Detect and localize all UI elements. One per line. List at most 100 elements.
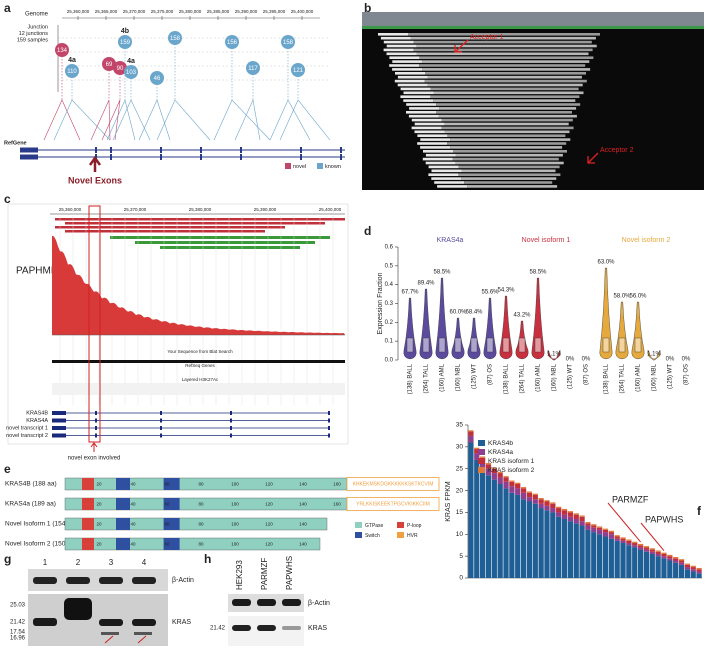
exon-box (300, 154, 302, 160)
box (470, 337, 478, 353)
bar-segment (532, 493, 538, 495)
arrow (90, 442, 98, 452)
bar-segment (474, 449, 480, 454)
bar-segment (597, 526, 603, 528)
domain (82, 478, 94, 490)
violin (647, 349, 661, 361)
residue-label: 20 (96, 522, 102, 527)
bar-segment (649, 553, 655, 578)
soft-clip (437, 185, 468, 188)
bar-segment (468, 442, 474, 578)
domain (163, 538, 180, 550)
label: 25,380,000 (179, 9, 202, 14)
soft-clip (411, 126, 442, 130)
group-title: Novel isoform 2 (622, 237, 671, 244)
soft-clip (417, 134, 448, 137)
box (486, 337, 494, 353)
marker-label: 21.42 (210, 626, 226, 632)
residue-label: 60 (164, 542, 170, 547)
bar-segment (561, 518, 568, 578)
label: 25,375,000 (151, 9, 174, 14)
label: novel exon involved (68, 456, 121, 462)
junction-bubble (168, 31, 182, 45)
bar-segment (532, 494, 538, 500)
junction-arc (53, 99, 111, 141)
igv-header (362, 12, 704, 26)
x-tick-label: (125) WT (568, 364, 574, 389)
percent-label: 55.6% (481, 290, 499, 296)
bar-segment (696, 571, 702, 574)
x-tick-label: (160) AML (536, 363, 542, 391)
box (618, 337, 626, 353)
bar-segment (608, 534, 614, 539)
annotation-arrow (640, 522, 665, 551)
label: 25,390,000 (254, 207, 277, 212)
percent-label: 60.0% (449, 310, 467, 316)
bar-segment (579, 521, 585, 526)
exon-box (160, 154, 162, 160)
y-tick-label: 0.2 (385, 320, 394, 326)
bubble-label: 90 (117, 66, 124, 72)
junction-bubble (65, 64, 79, 78)
y-tick-label: 35 (456, 422, 464, 429)
bar-segment (637, 549, 644, 578)
bar-segment (643, 547, 650, 550)
group-title: Novel isoform 1 (522, 237, 571, 244)
read (430, 95, 580, 98)
blot (28, 569, 168, 591)
y-tick-label: 0.0 (385, 358, 394, 364)
exon-label: 4a (127, 58, 135, 65)
bar-segment (468, 430, 474, 432)
bubble-label: 159 (120, 40, 131, 46)
percent-label: 0% (666, 357, 675, 363)
label: RefGene (4, 140, 27, 146)
y-tick-label: 30 (456, 444, 464, 451)
bar-segment (532, 503, 538, 578)
percent-label: 1.1% (547, 352, 561, 358)
bar-segment (597, 534, 603, 578)
lane-label: PAPWHS (285, 556, 294, 590)
percent-label: 56.0% (629, 294, 647, 300)
read (461, 169, 556, 173)
track-bar (65, 230, 265, 233)
bar-segment (632, 543, 638, 546)
bar-segment (608, 530, 614, 533)
bar-segment (649, 549, 655, 552)
bar-segment (684, 563, 690, 565)
panel-label: b (364, 1, 371, 15)
exon-box (160, 411, 162, 415)
legend-swatch (478, 440, 485, 446)
bar-segment (468, 435, 474, 443)
box (534, 337, 542, 353)
junction-bubble (246, 61, 260, 75)
bar-segment (655, 556, 661, 578)
bar-segment (573, 523, 579, 578)
read (425, 72, 586, 75)
exon-box (95, 418, 97, 423)
marker-label: 21.42 (10, 620, 26, 626)
bar-segment (480, 456, 486, 458)
bar-segment (526, 492, 533, 498)
junction-bubble (118, 35, 132, 49)
band (282, 626, 301, 630)
label: KRAS4B (26, 410, 48, 416)
panel-label: a (4, 1, 11, 15)
band (257, 625, 276, 631)
residue-label: 160 (333, 502, 341, 507)
domain (163, 518, 180, 530)
panel-label: e (4, 462, 11, 476)
violin (599, 267, 613, 360)
arrow (104, 635, 114, 644)
annotation-arrow (607, 502, 641, 543)
domain (116, 538, 130, 550)
label: Layered H3K27Ac (182, 377, 219, 382)
bar-segment (544, 500, 550, 502)
bar-segment (620, 537, 626, 539)
soft-clip (431, 177, 462, 180)
bar-segment (480, 462, 486, 469)
bar-segment (602, 536, 609, 578)
bar-segment (585, 522, 591, 524)
residue-label: 40 (130, 542, 136, 547)
soft-clip (394, 79, 425, 83)
